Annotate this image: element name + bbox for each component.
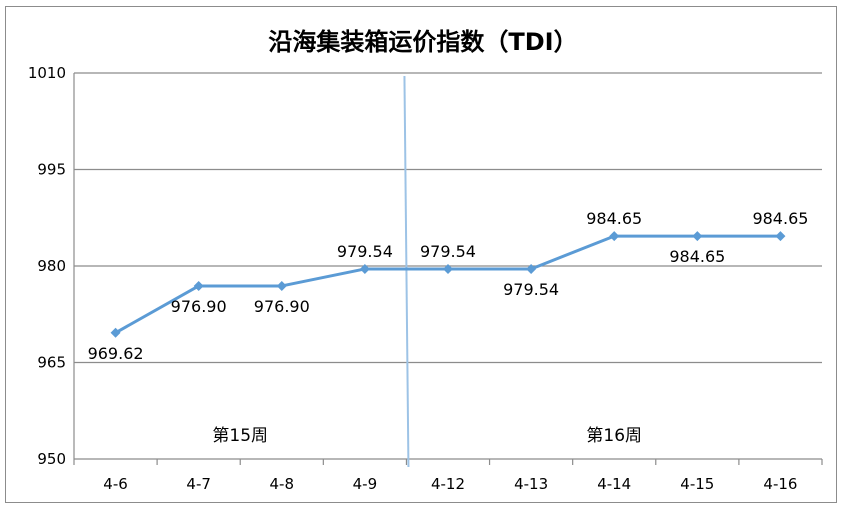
data-label: 976.90 (171, 297, 227, 316)
data-label: 984.65 (752, 209, 808, 228)
data-point (193, 280, 204, 291)
data-point (692, 231, 703, 242)
week-annotation: 第16周 (586, 426, 642, 446)
week-annotation: 第15周 (212, 426, 268, 446)
y-tick-label: 1010 (28, 64, 66, 82)
data-label: 979.54 (420, 242, 476, 261)
x-tick-label: 4-16 (763, 475, 797, 493)
data-label: 984.65 (669, 247, 725, 266)
chart-frame (5, 6, 837, 503)
week-divider (403, 75, 410, 468)
data-point (443, 263, 453, 274)
data-point (110, 327, 121, 338)
data-point (526, 263, 537, 274)
x-tick-label: 4-12 (431, 475, 465, 493)
data-point (775, 231, 786, 242)
y-tick-label: 980 (37, 257, 66, 275)
x-tick-label: 4-9 (353, 475, 378, 493)
x-tick-label: 4-15 (680, 475, 714, 493)
y-tick-label: 950 (37, 450, 66, 468)
y-tick-label: 995 (37, 161, 66, 179)
data-label: 976.90 (254, 297, 310, 316)
data-point (359, 263, 370, 274)
data-point (276, 280, 287, 291)
data-label: 984.65 (586, 209, 642, 228)
x-tick-label: 4-6 (103, 475, 128, 493)
chart-title: 沿海集装箱运价指数（TDI） (268, 28, 577, 56)
data-label: 969.62 (88, 344, 144, 363)
x-tick-label: 4-7 (186, 475, 211, 493)
x-tick-label: 4-14 (597, 475, 631, 493)
data-point (609, 231, 620, 242)
x-tick-label: 4-8 (270, 475, 295, 493)
data-label: 979.54 (503, 280, 559, 299)
y-tick-label: 965 (37, 354, 66, 372)
x-tick-label: 4-13 (514, 475, 548, 493)
data-label: 979.54 (337, 242, 393, 261)
